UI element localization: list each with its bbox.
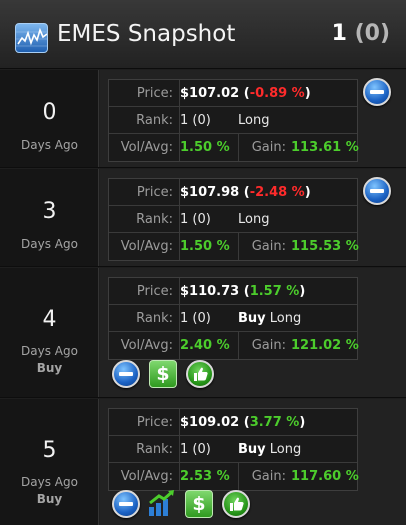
rank-label: Rank: [136,311,173,326]
rank-value: 1 (0) [180,212,211,227]
info-table: Price: $109.02 (3.77 %) Rank: 1 (0) Buy … [108,408,359,491]
volume-line: Vol/Avg: 2.40 % Gain: 121.02 % [109,332,359,359]
vol-avg-value: 2.53 % [180,469,230,484]
info-table: Price: $107.02 (-0.89 %) Rank: 1 (0) Lon… [108,79,359,162]
detail-cell: Price: $107.98 (-2.48 %) Rank: 1 (0) Lon… [100,169,406,266]
price-label: Price: [136,415,173,430]
snapshot-row: 0 Days Ago Price: $107.02 (-0.89 %) Rank… [0,70,406,168]
price-label: Price: [136,185,173,200]
vol-avg-label: Vol/Avg: [120,338,173,353]
vol-avg-label: Vol/Avg: [120,140,173,155]
gain-value: 121.02 % [291,338,359,353]
price-change: -2.48 % [249,185,305,200]
volume-line: Vol/Avg: 2.53 % Gain: 117.60 % [109,463,359,490]
day-cell: 3 Days Ago [0,169,99,266]
rank-label: Rank: [136,113,173,128]
remove-icon[interactable] [363,177,391,205]
vol-avg-label: Vol/Avg: [120,239,173,254]
day-cell: 0 Days Ago [0,70,99,167]
gain-value: 117.60 % [291,469,359,484]
count-value: 1 [331,21,347,46]
vol-avg-value: 1.50 % [180,239,230,254]
rank-value: 1 (0) [180,113,211,128]
gain-label: Gain: [251,140,286,155]
gain-label: Gain: [251,469,286,484]
price-value: $107.02 (-0.89 %) [180,86,311,101]
volume-line: Vol/Avg: 1.50 % Gain: 113.61 % [109,134,359,161]
remove-icon[interactable] [363,78,391,106]
gain-label: Gain: [251,338,286,353]
price-line: Price: $107.98 (-2.48 %) [109,179,357,206]
day-number: 5 [42,438,57,463]
rank-value: 1 (0) [180,442,211,457]
snapshot-row: 5 Days Ago Buy Price: $109.02 (3.77 %) R… [0,399,406,525]
remove-icon[interactable] [112,490,140,518]
price-label: Price: [136,86,173,101]
count-paren-close: ) [379,21,390,46]
rank-label: Rank: [136,442,173,457]
detail-cell: Price: $110.73 (1.57 %) Rank: 1 (0) Buy … [100,268,406,397]
app-title: EMES Snapshot [57,21,236,47]
snapshot-row: 4 Days Ago Buy Price: $110.73 (1.57 %) R… [0,268,406,398]
price-change: 1.57 % [249,284,300,299]
rank-line: Rank: 1 (0) Long [109,206,357,233]
signal-value: Buy Long [238,311,302,326]
info-table: Price: $110.73 (1.57 %) Rank: 1 (0) Buy … [108,277,359,360]
vol-avg-value: 1.50 % [180,140,230,155]
vol-avg-value: 2.40 % [180,338,230,353]
price-line: Price: $109.02 (3.77 %) [109,409,357,436]
day-cell: 5 Days Ago Buy [0,399,99,525]
detail-cell: Price: $107.02 (-0.89 %) Rank: 1 (0) Lon… [100,70,406,167]
rank-line: Rank: 1 (0) Buy Long [109,436,357,463]
signal-value: Long [238,212,270,227]
trend-chart-icon[interactable] [147,489,177,517]
days-ago-label: Days Ago [21,475,78,489]
price-change: 3.77 % [249,415,300,430]
price-value: $110.73 (1.57 %) [180,284,306,299]
price-value: $107.98 (-2.48 %) [180,185,311,200]
price-label: Price: [136,284,173,299]
detail-cell: Price: $109.02 (3.77 %) Rank: 1 (0) Buy … [100,399,406,525]
snapshot-row: 3 Days Ago Price: $107.98 (-2.48 %) Rank… [0,169,406,267]
day-cell: 4 Days Ago Buy [0,268,99,397]
info-table: Price: $107.98 (-2.48 %) Rank: 1 (0) Lon… [108,178,359,261]
rank-value: 1 (0) [180,311,211,326]
price-line: Price: $107.02 (-0.89 %) [109,80,357,107]
volume-line: Vol/Avg: 1.50 % Gain: 115.53 % [109,233,359,260]
gain-label: Gain: [251,239,286,254]
buy-label: Buy [36,361,63,375]
rank-line: Rank: 1 (0) Buy Long [109,305,357,332]
vol-avg-label: Vol/Avg: [120,469,173,484]
thumbs-up-icon[interactable] [222,490,250,518]
buy-label: Buy [36,492,63,506]
price-line: Price: $110.73 (1.57 %) [109,278,357,305]
rank-label: Rank: [136,212,173,227]
day-number: 3 [42,199,57,224]
stock-chart-icon [15,23,48,53]
header-bar: EMES Snapshot 1 (0) [0,0,406,69]
days-ago-label: Days Ago [21,344,78,358]
count-secondary: 0 [364,21,380,46]
signal-count: 1 (0) [332,21,390,46]
days-ago-label: Days Ago [21,237,78,251]
gain-value: 115.53 % [291,239,359,254]
thumbs-up-icon[interactable] [186,360,214,388]
remove-icon[interactable] [112,360,140,388]
dollar-icon[interactable]: $ [149,360,177,388]
day-number: 4 [42,307,57,332]
dollar-icon[interactable]: $ [185,490,213,518]
signal-value: Buy Long [238,442,302,457]
gain-value: 113.61 % [291,140,359,155]
rank-line: Rank: 1 (0) Long [109,107,357,134]
price-value: $109.02 (3.77 %) [180,415,306,430]
day-number: 0 [42,100,57,125]
count-paren-open: ( [346,21,365,46]
signal-value: Long [238,113,270,128]
days-ago-label: Days Ago [21,138,78,152]
price-change: -0.89 % [249,86,305,101]
